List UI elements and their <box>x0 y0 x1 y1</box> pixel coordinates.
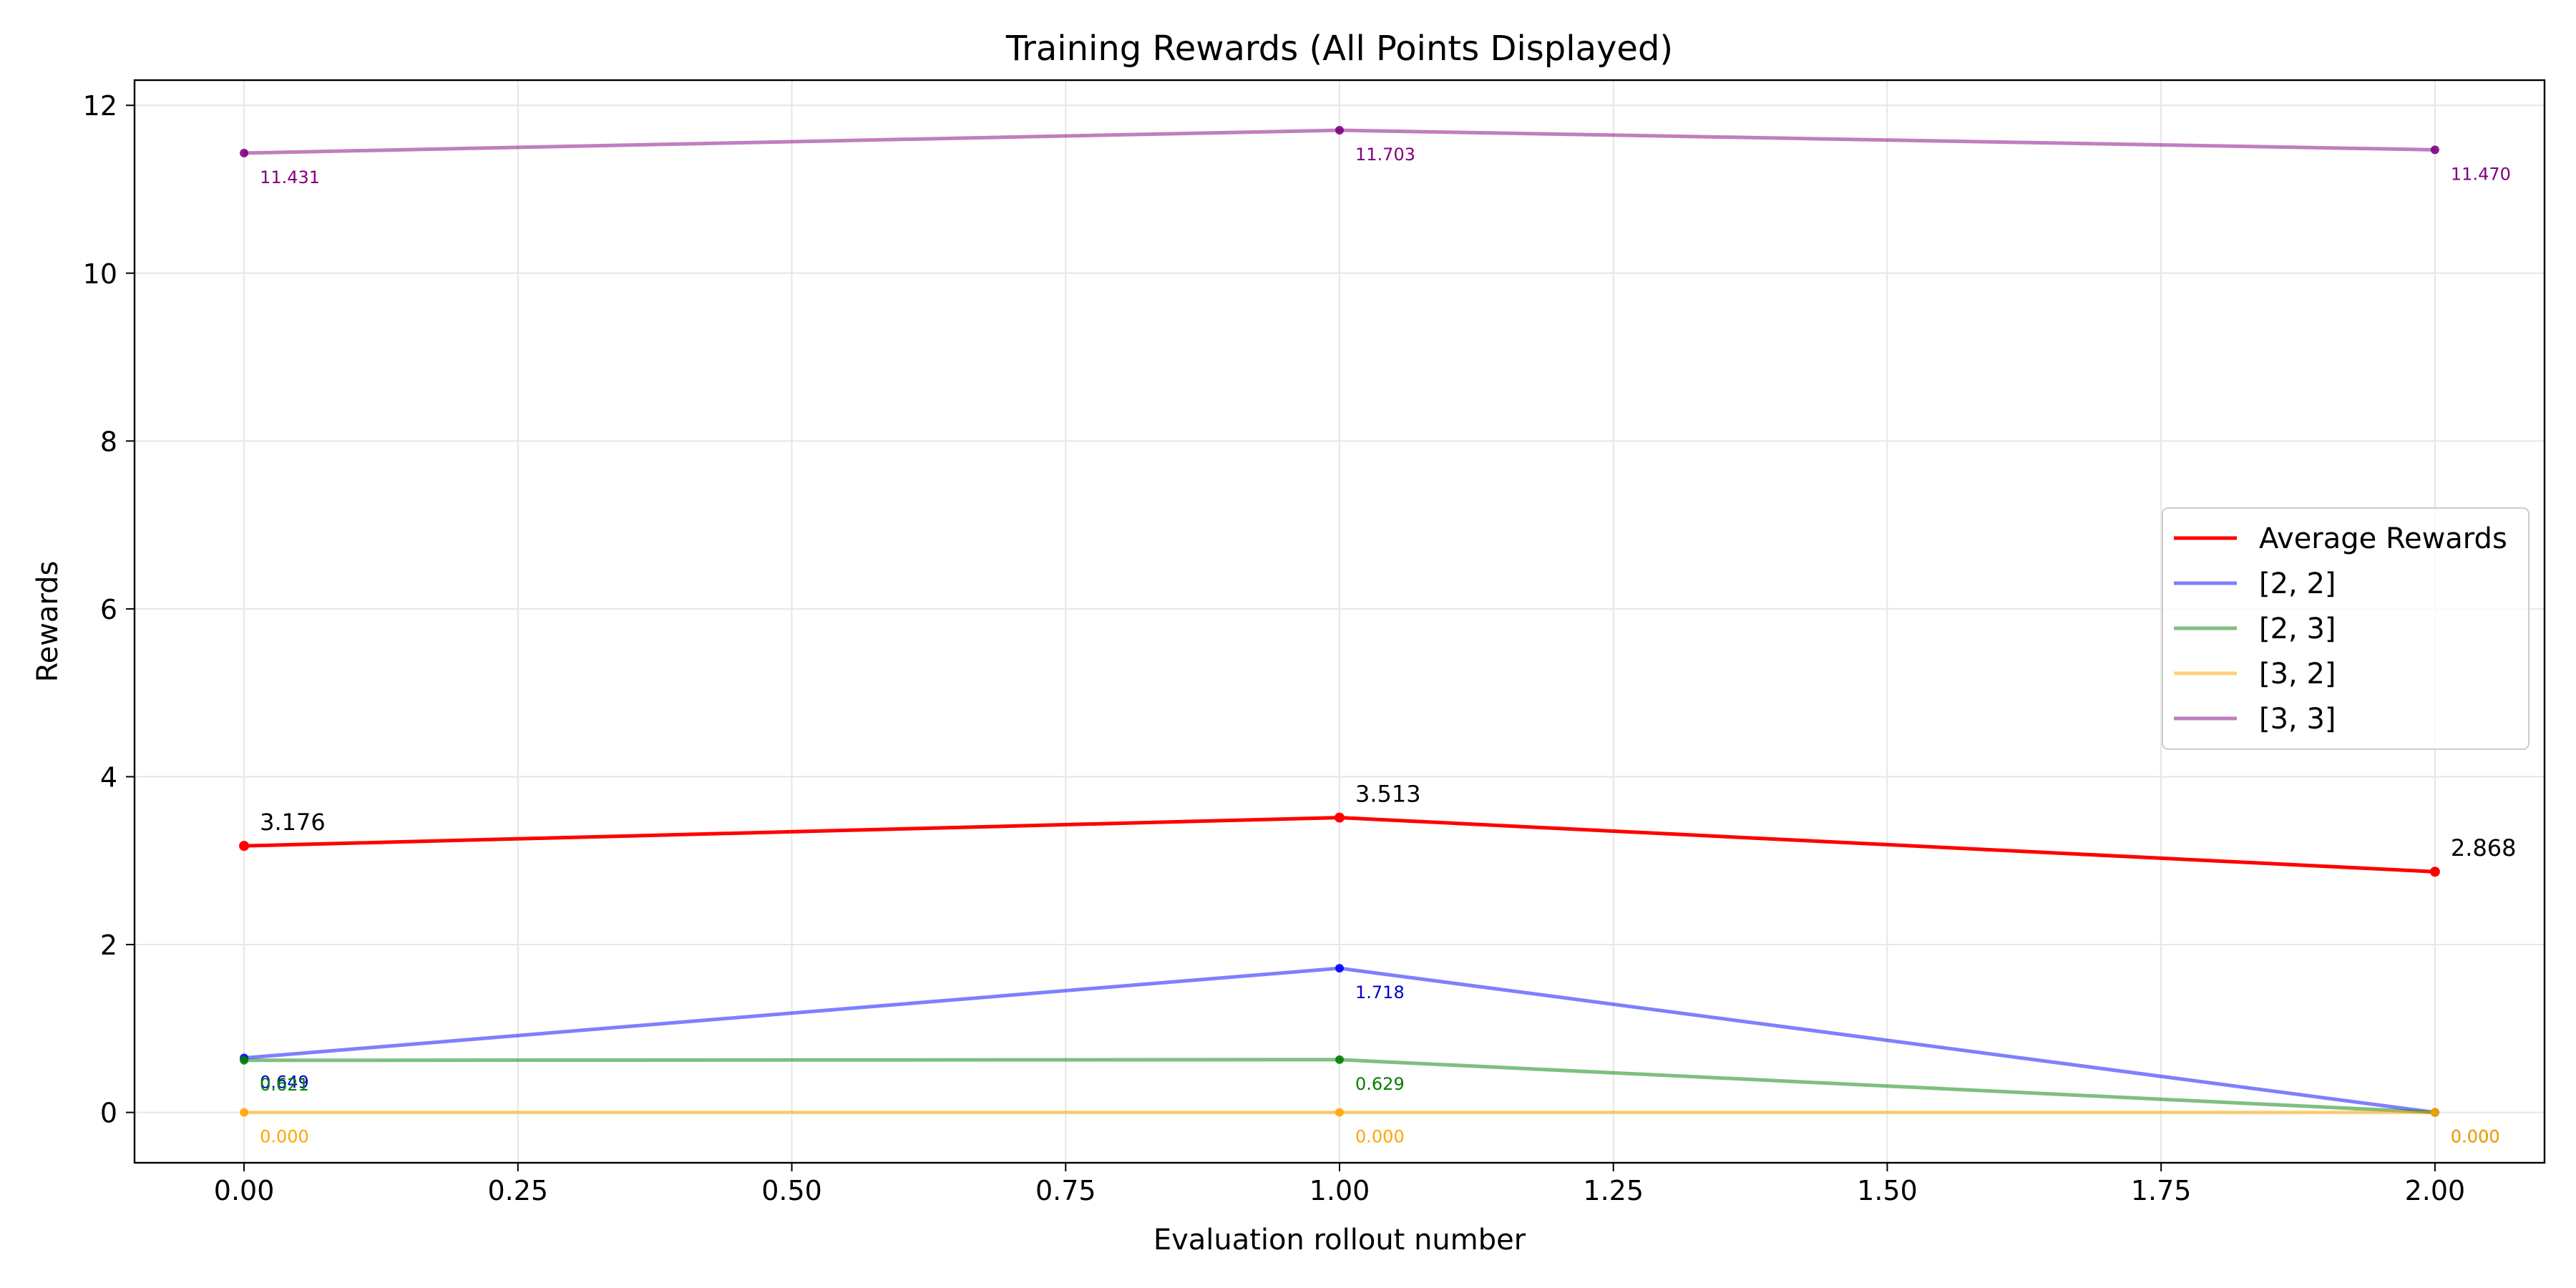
x-tick-label: 1.50 <box>1857 1175 1918 1206</box>
legend-label: [3, 2] <box>2259 658 2336 691</box>
x-tick-label: 0.25 <box>488 1175 549 1206</box>
data-label: 0.000 <box>2451 1127 2500 1147</box>
y-tick-label: 0 <box>100 1098 117 1129</box>
legend-label: [3, 3] <box>2259 703 2336 736</box>
data-label: 0.000 <box>2451 1127 2500 1147</box>
legend-label: [2, 2] <box>2259 567 2336 600</box>
legend-label: [2, 3] <box>2259 613 2336 645</box>
data-point <box>240 1108 249 1117</box>
x-tick-label: 0.50 <box>761 1175 822 1206</box>
x-tick-label: 1.25 <box>1583 1175 1644 1206</box>
data-point <box>2430 1108 2439 1117</box>
legend-item: [2, 2] <box>2174 567 2336 600</box>
legend-item: [3, 3] <box>2174 703 2336 736</box>
data-label: 2.868 <box>2451 834 2517 862</box>
data-point <box>239 841 250 852</box>
legend-label: Average Rewards <box>2259 522 2507 555</box>
y-tick-label: 8 <box>100 426 117 457</box>
data-label: 0.000 <box>2451 1127 2500 1147</box>
legend-item: [2, 3] <box>2174 613 2336 645</box>
series-4 <box>240 126 2439 157</box>
x-tick-label: 0.00 <box>214 1175 275 1206</box>
chart-title: Training Rewards (All Points Displayed) <box>1005 29 1673 69</box>
series-0 <box>239 812 2440 877</box>
data-point <box>2429 867 2440 877</box>
data-labels: 3.176 3.513 2.868 0.649 1.718 0.000 0.621 0.629… <box>260 145 2516 1147</box>
data-label: 11.703 <box>1355 145 1415 165</box>
data-label: 0.000 <box>260 1127 309 1147</box>
data-point <box>1335 126 1344 135</box>
data-label: 0.649 <box>260 1073 309 1093</box>
x-tick-label: 0.75 <box>1035 1175 1096 1206</box>
y-tick-label: 2 <box>100 930 117 961</box>
data-label: 0.629 <box>1355 1074 1405 1094</box>
data-label: 3.176 <box>260 809 326 836</box>
x-tick-label: 2.00 <box>2405 1175 2466 1206</box>
y-tick-label: 4 <box>100 761 117 793</box>
data-point <box>1335 1055 1344 1064</box>
legend-item: Average Rewards <box>2174 522 2507 555</box>
data-point <box>240 1055 249 1065</box>
y-tick-label: 6 <box>100 594 117 625</box>
data-label: 11.470 <box>2451 164 2511 184</box>
x-axis-label: Evaluation rollout number <box>1153 1224 1526 1257</box>
x-tick-label: 1.00 <box>1309 1175 1370 1206</box>
data-label: 1.718 <box>1355 982 1405 1002</box>
y-tick-label: 12 <box>83 90 117 122</box>
data-point <box>2430 145 2439 155</box>
legend-box <box>2162 507 2529 750</box>
data-label: 3.513 <box>1355 781 1421 808</box>
data-label: 11.431 <box>260 167 320 187</box>
data-label: 0.000 <box>1355 1127 1405 1147</box>
data-point <box>1335 1108 1344 1117</box>
data-label: 0.621 <box>260 1075 309 1095</box>
legend: Average Rewards [2, 2] [2, 3] [3, 2] [3, 3] <box>2162 507 2529 750</box>
x-tick-label: 1.75 <box>2131 1175 2192 1206</box>
data-point <box>240 148 249 157</box>
data-point <box>1335 964 1344 973</box>
legend-item: [3, 2] <box>2174 658 2336 691</box>
axis-ticks: 0.00 0.25 0.50 0.75 1.00 1.25 1.50 1.75 2.00 0 2 4 6… <box>83 90 2466 1206</box>
data-point <box>1335 812 1345 823</box>
series-3 <box>240 1108 2439 1117</box>
y-axis-label: Rewards <box>31 561 64 683</box>
series-lines <box>239 126 2440 1117</box>
y-tick-label: 10 <box>83 258 117 290</box>
